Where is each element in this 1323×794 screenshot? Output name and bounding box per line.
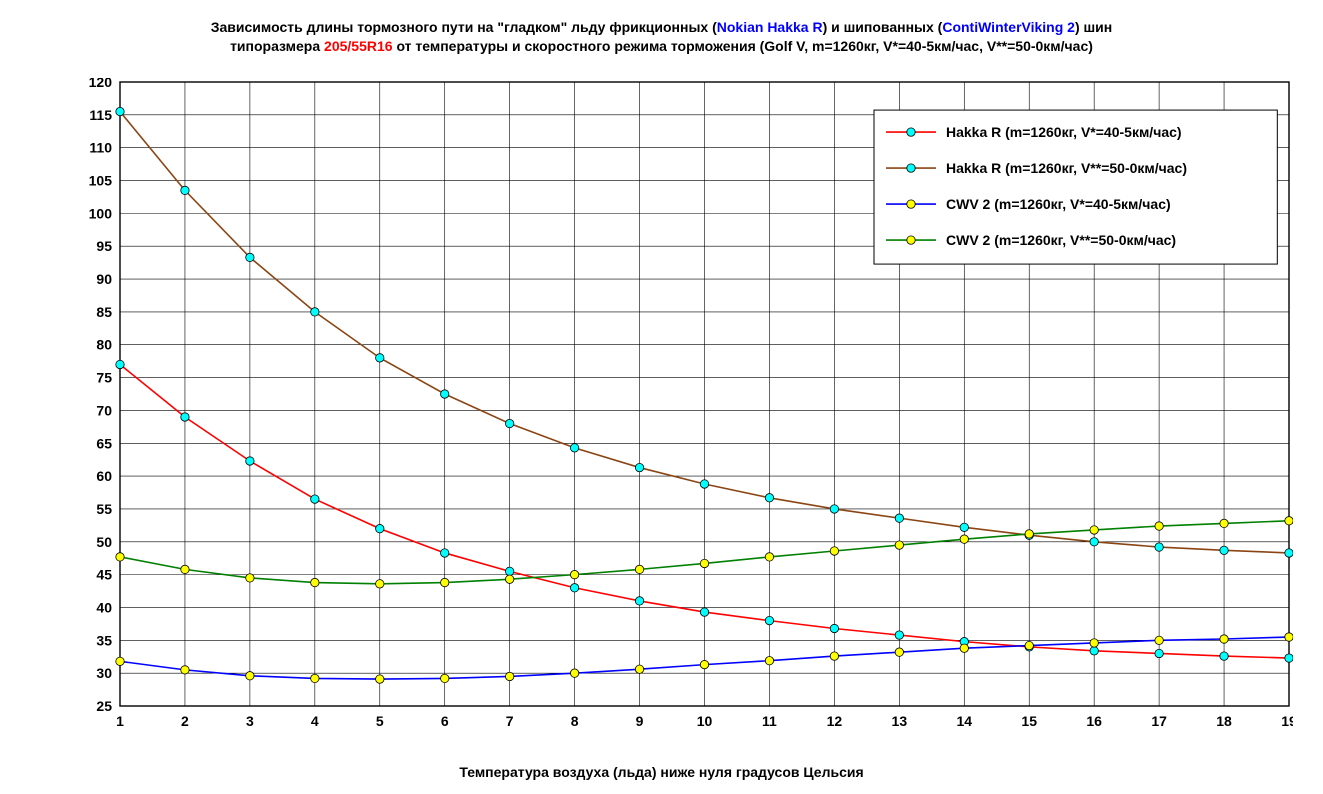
svg-text:70: 70	[96, 402, 112, 418]
svg-text:45: 45	[96, 567, 112, 583]
svg-text:40: 40	[96, 599, 112, 615]
svg-text:100: 100	[89, 205, 113, 221]
title-line-2: типоразмера 205/55R16 от температуры и с…	[0, 37, 1323, 56]
svg-text:Hakka R (m=1260кг, V*=40-5км/ч: Hakka R (m=1260кг, V*=40-5км/час)	[946, 124, 1182, 140]
svg-text:90: 90	[96, 271, 112, 287]
svg-text:5: 5	[376, 713, 384, 729]
svg-text:13: 13	[892, 713, 908, 729]
svg-text:9: 9	[636, 713, 644, 729]
svg-text:11: 11	[762, 713, 777, 729]
svg-text:15: 15	[1021, 713, 1037, 729]
chart-container: Зависимость длины тормозного пути на "гл…	[0, 0, 1323, 794]
svg-text:19: 19	[1281, 713, 1293, 729]
plot-area: 1234567891011121314151617181925303540455…	[86, 78, 1293, 734]
svg-text:Hakka R (m=1260кг, V**=50-0км/: Hakka R (m=1260кг, V**=50-0км/час)	[946, 160, 1187, 176]
svg-text:6: 6	[441, 713, 449, 729]
svg-text:7: 7	[506, 713, 514, 729]
svg-text:14: 14	[956, 713, 972, 729]
svg-text:65: 65	[96, 435, 112, 451]
svg-text:105: 105	[89, 173, 113, 189]
svg-text:2: 2	[181, 713, 189, 729]
svg-text:8: 8	[571, 713, 579, 729]
svg-text:50: 50	[96, 534, 112, 550]
chart-title: Зависимость длины тормозного пути на "гл…	[0, 0, 1323, 56]
svg-text:12: 12	[827, 713, 843, 729]
svg-text:25: 25	[96, 698, 112, 714]
svg-text:60: 60	[96, 468, 112, 484]
x-axis-label: Температура воздуха (льда) ниже нуля гра…	[459, 764, 863, 780]
svg-text:55: 55	[96, 501, 112, 517]
chart-svg: 1234567891011121314151617181925303540455…	[86, 78, 1293, 734]
svg-text:95: 95	[96, 238, 112, 254]
svg-text:110: 110	[89, 140, 112, 156]
svg-text:30: 30	[96, 665, 112, 681]
svg-text:18: 18	[1216, 713, 1232, 729]
title-line-1: Зависимость длины тормозного пути на "гл…	[0, 18, 1323, 37]
svg-text:85: 85	[96, 304, 112, 320]
svg-text:3: 3	[246, 713, 254, 729]
svg-text:35: 35	[96, 632, 112, 648]
svg-text:10: 10	[697, 713, 713, 729]
svg-text:75: 75	[96, 370, 112, 386]
svg-text:120: 120	[89, 78, 113, 90]
svg-text:CWV 2 (m=1260кг, V*=40-5км/ч: CWV 2 (m=1260кг, V*=40-5км/час)	[946, 196, 1171, 212]
svg-text:CWV 2 (m=1260кг, V**=50-0км/: CWV 2 (m=1260кг, V**=50-0км/час)	[946, 232, 1176, 248]
svg-text:17: 17	[1151, 713, 1167, 729]
svg-text:80: 80	[96, 337, 112, 353]
svg-text:1: 1	[116, 713, 124, 729]
svg-text:115: 115	[89, 107, 112, 123]
svg-text:16: 16	[1086, 713, 1102, 729]
svg-text:4: 4	[311, 713, 319, 729]
